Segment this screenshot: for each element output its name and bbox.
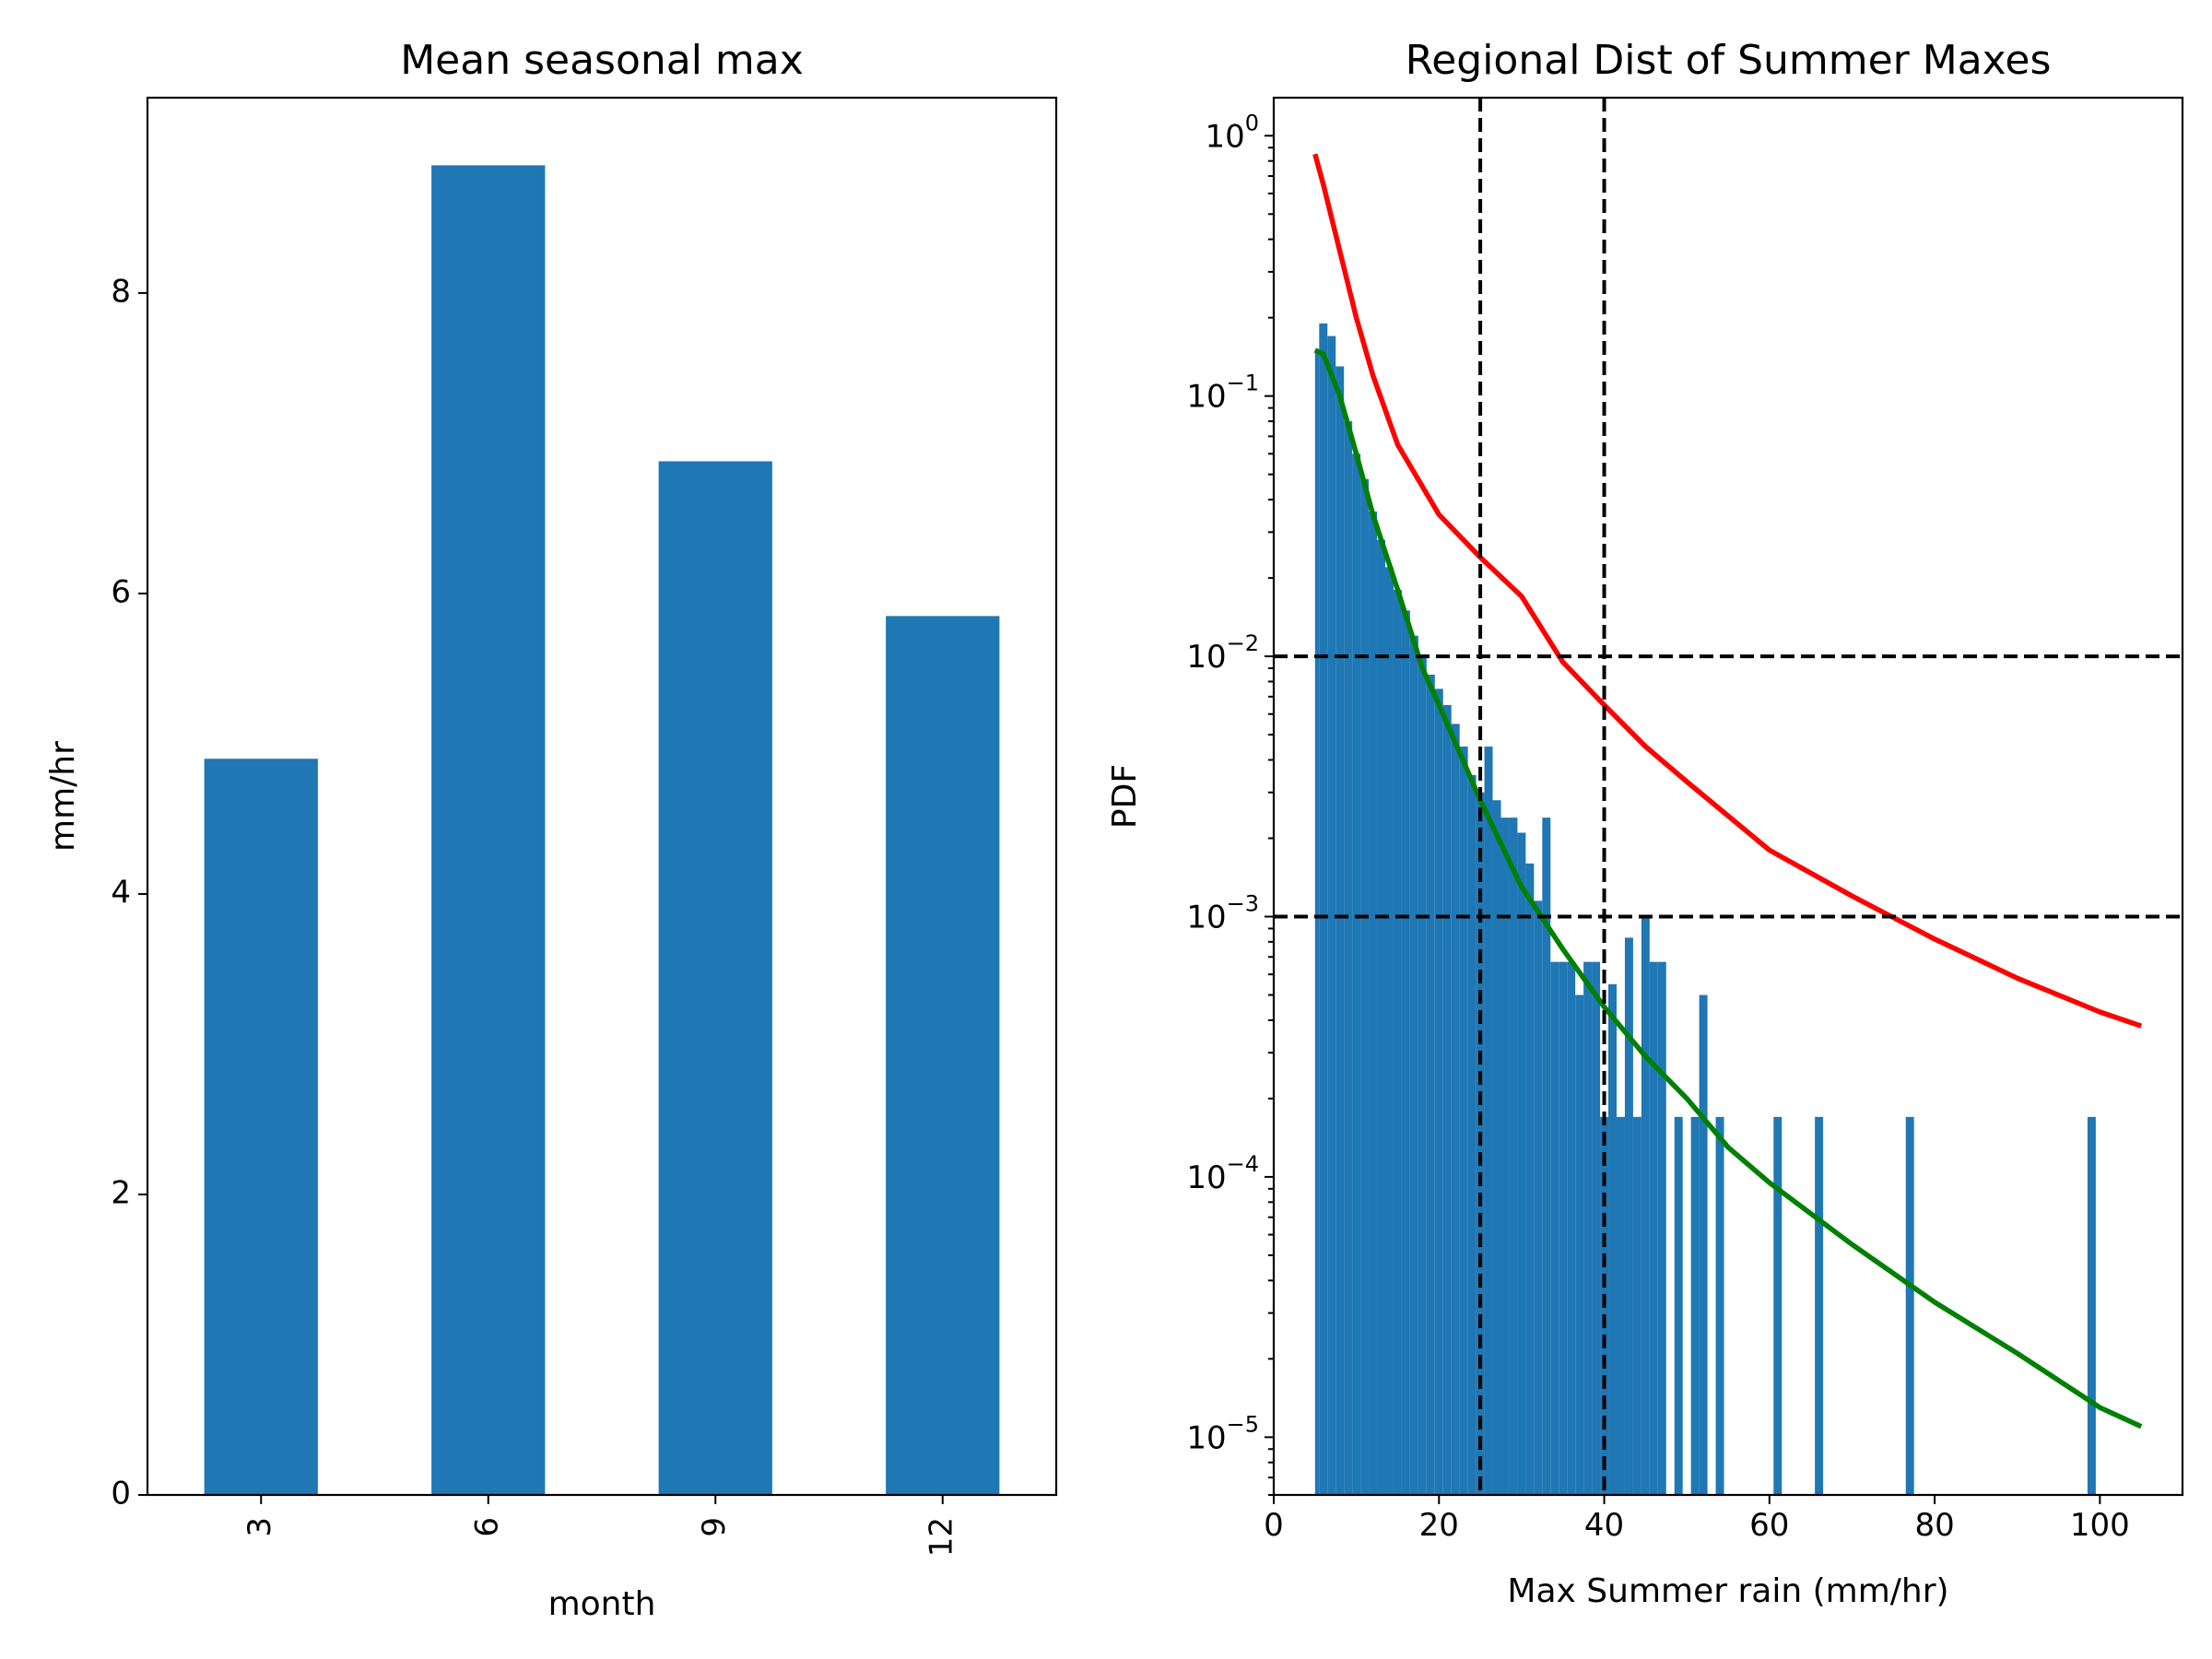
hist-bin [1377,539,1386,1495]
hist-bin [1657,961,1666,1495]
histogram-chart-y-label: PDF [1106,764,1144,829]
histogram-chart-title: Regional Dist of Summer Maxes [1406,37,2052,84]
hist-bin [1393,590,1402,1495]
hist-bin [1434,688,1443,1495]
x-tick-label: 0 [1264,1507,1284,1544]
hist-bin [1484,747,1493,1495]
x-tick-label: 6 [468,1517,505,1537]
histogram-chart-frame [1272,96,2184,1497]
bar-chart-title: Mean seasonal max [400,37,804,84]
hist-bin [1550,961,1559,1495]
hist-bin [1369,511,1378,1495]
bar-chart: Mean seasonal max 0 2 4 6 8 3 6 9 12 month mm/h… [44,37,1058,1623]
x-tick-label: 80 [1914,1507,1954,1544]
histogram-chart-x-label: Max Summer rain (mm/hr) [1507,1572,1948,1610]
hist-bin [1360,478,1370,1495]
hist-bin [1715,1116,1724,1495]
hist-bin [1815,1116,1824,1495]
hist-bin [1500,818,1510,1495]
hist-bin [1534,900,1543,1495]
hist-bin [1699,994,1708,1495]
histogram-chart: Regional Dist of Summer Maxes 100 10−1 10−… [1106,37,2184,1610]
hist-bin [1418,656,1427,1495]
hist-bin [1575,994,1584,1495]
y-tick-label: 8 [111,273,131,310]
bar-6 [431,165,546,1495]
hist-bin [1616,1116,1625,1495]
hist-bin [1442,704,1452,1495]
hist-bin [1525,863,1535,1495]
x-tick-label: 12 [923,1517,959,1557]
bar-chart-y-label: mm/hr [44,741,82,852]
hist-bin [2087,1116,2096,1495]
hist-bin [1451,724,1460,1495]
bar-chart-frame [146,96,1058,1497]
hist-bin [1352,453,1361,1495]
y-tick-label: 10−5 [1186,1411,1259,1456]
y-tick-label: 2 [111,1174,131,1211]
bar-12 [886,616,1000,1495]
hist-bin [1641,916,1650,1495]
hist-bin [1649,961,1658,1495]
fit-line-red [1312,153,2143,1029]
hist-bin [1674,1116,1683,1495]
y-tick-label: 0 [111,1476,131,1512]
hist-bin [1517,832,1526,1495]
hist-bin [1592,961,1601,1495]
hist-bin [1401,610,1410,1495]
hist-bin [1327,335,1336,1495]
x-tick-label: 9 [696,1517,733,1537]
x-tick-label: 60 [1749,1507,1789,1544]
hist-bin [1559,961,1568,1495]
hist-bin [1583,961,1593,1495]
y-tick-label: 10−2 [1186,630,1259,676]
y-tick-label: 6 [111,573,131,610]
hist-bin [1690,1116,1700,1495]
hist-bin [1542,818,1551,1495]
x-tick-label: 40 [1584,1507,1624,1544]
hist-bin [1608,983,1617,1495]
x-tick-label: 20 [1419,1507,1459,1544]
hist-bin [1409,635,1418,1495]
fit-line-green [1313,347,2143,1430]
hist-bin [1344,421,1353,1495]
y-tick-label: 10−3 [1186,891,1259,936]
hist-bin [1314,349,1320,1495]
hist-bin [1459,747,1468,1495]
hist-bin [1567,961,1576,1495]
hist-bin [1492,800,1501,1495]
x-tick-label: 100 [2070,1507,2130,1544]
hist-bin [1632,1116,1641,1495]
y-tick-label: 10−1 [1186,371,1259,416]
hist-bin [1773,1116,1783,1495]
y-tick-label: 10−4 [1186,1151,1259,1196]
hist-bin [1905,1116,1914,1495]
hist-bin [1467,774,1477,1495]
hist-bin [1335,366,1345,1495]
hist-bin [1319,323,1328,1495]
y-tick-label: 4 [111,874,131,911]
x-tick-label: 3 [241,1517,278,1537]
hist-bin [1385,567,1394,1495]
bar-chart-x-label: month [548,1585,656,1623]
hist-bin [1426,675,1435,1495]
hist-bin [1624,937,1633,1495]
hist-bin [1509,818,1518,1495]
y-tick-label: 100 [1205,110,1259,155]
bar-3 [204,759,318,1495]
bar-9 [658,461,772,1495]
